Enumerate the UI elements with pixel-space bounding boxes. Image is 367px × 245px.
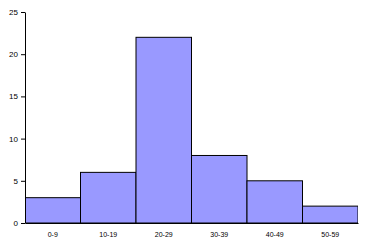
y-tick: 25 (9, 8, 25, 17)
y-tick-mark (21, 96, 25, 97)
x-tick: 50-59 (321, 231, 339, 238)
plot-area (25, 37, 358, 223)
x-axis-line (26, 223, 359, 224)
x-tick: 40-49 (266, 231, 284, 238)
y-tick-label: 15 (9, 92, 18, 101)
x-tick-label: 0-9 (48, 231, 58, 238)
y-tick: 10 (9, 135, 25, 144)
y-tick-mark (21, 223, 25, 224)
y-tick: 20 (9, 50, 25, 59)
y-tick: 0 (14, 219, 25, 228)
y-tick-label: 25 (9, 8, 18, 17)
x-tick-label: 40-49 (266, 231, 284, 238)
bar (192, 155, 248, 223)
x-tick-label: 50-59 (321, 231, 339, 238)
bar (247, 181, 303, 223)
bar (25, 198, 81, 223)
x-tick-label: 10-19 (99, 231, 117, 238)
y-tick-mark (21, 12, 25, 13)
bar (303, 206, 359, 223)
bar (81, 172, 137, 223)
y-tick-mark (21, 139, 25, 140)
y-tick-label: 20 (9, 50, 18, 59)
x-tick-label: 20-29 (155, 231, 173, 238)
x-tick: 10-19 (99, 231, 117, 238)
chart: 0 5 10 15 20 25 0-9 10-19 20-29 30-39 40-49 50-59 (0, 0, 367, 245)
y-tick-mark (21, 181, 25, 182)
y-tick-label: 5 (14, 177, 19, 186)
y-tick-label: 10 (9, 135, 18, 144)
x-tick: 20-29 (155, 231, 173, 238)
y-tick-mark (21, 54, 25, 55)
bar (136, 37, 192, 223)
x-tick: 0-9 (48, 231, 58, 238)
x-axis: 0-9 10-19 20-29 30-39 40-49 50-59 (26, 224, 359, 238)
y-axis: 0 5 10 15 20 25 (9, 8, 25, 228)
y-tick-label: 0 (14, 219, 19, 228)
y-tick: 5 (14, 177, 25, 186)
y-axis-line (25, 13, 26, 224)
y-tick: 15 (9, 92, 25, 101)
x-tick-label: 30-39 (210, 231, 228, 238)
x-tick: 30-39 (210, 231, 228, 238)
